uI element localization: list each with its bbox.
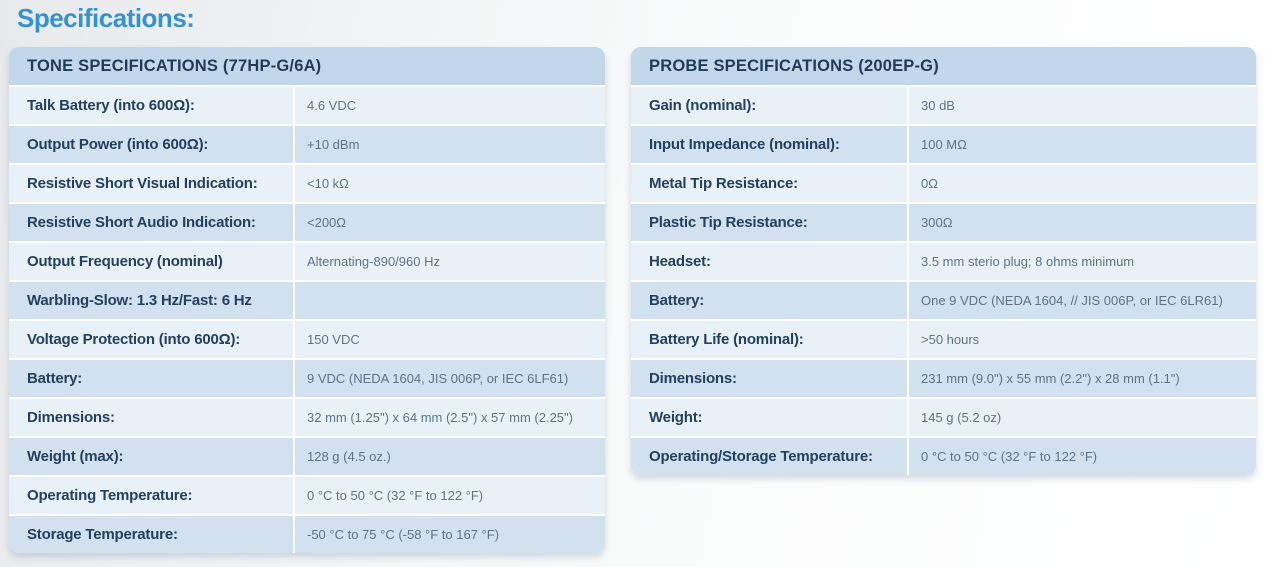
tone-table-header: TONE SPECIFICATIONS (77HP-G/6A)	[9, 47, 605, 85]
spec-value: -50 °C to 75 °C (-58 °F to 167 °F)	[293, 516, 605, 553]
spec-label: Voltage Protection (into 600Ω):	[27, 331, 241, 348]
spec-label: Headset:	[649, 253, 711, 270]
spec-value: 150 VDC	[293, 321, 605, 358]
spec-row: Voltage Protection (into 600Ω): 150 VDC	[9, 319, 605, 358]
spec-row: Weight: 145 g (5.2 oz)	[631, 397, 1256, 436]
spec-label: Weight:	[649, 409, 703, 426]
spec-value: 32 mm (1.25") x 64 mm (2.5") x 57 mm (2.…	[293, 399, 605, 436]
spec-value: 145 g (5.2 oz)	[907, 399, 1256, 436]
spec-label: Plastic Tip Resistance:	[649, 214, 808, 231]
spec-row: Resistive Short Audio Indication: <200Ω	[9, 202, 605, 241]
spec-row: Operating/Storage Temperature: 0 °C to 50…	[631, 436, 1256, 475]
spec-label: Battery:	[27, 370, 83, 387]
spec-label: Output Frequency (nominal)	[27, 253, 223, 270]
spec-value	[293, 282, 605, 319]
spec-label: Output Power (into 600Ω):	[27, 136, 209, 153]
spec-label: Operating Temperature:	[27, 487, 193, 504]
spec-label: Warbling-Slow: 1.3 Hz/Fast: 6 Hz	[27, 292, 252, 309]
tone-specifications-table: TONE SPECIFICATIONS (77HP-G/6A) Talk Bat…	[9, 47, 605, 553]
spec-value: 30 dB	[907, 87, 1256, 124]
spec-value: +10 dBm	[293, 126, 605, 163]
spec-value: 4.6 VDC	[293, 87, 605, 124]
spec-value: <10 kΩ	[293, 165, 605, 202]
spec-label: Dimensions:	[649, 370, 737, 387]
spec-row: Gain (nominal): 30 dB	[631, 85, 1256, 124]
spec-label: Talk Battery (into 600Ω):	[27, 97, 195, 114]
spec-row: Resistive Short Visual Indication: <10 kΩ	[9, 163, 605, 202]
spec-row: Talk Battery (into 600Ω): 4.6 VDC	[9, 85, 605, 124]
spec-label: Weight (max):	[27, 448, 124, 465]
page-title: Specifications:	[17, 3, 195, 33]
spec-value: <200Ω	[293, 204, 605, 241]
spec-label: Input Impedance (nominal):	[649, 136, 840, 153]
probe-table-rows: Gain (nominal): 30 dB Input Impedance (nom…	[631, 85, 1256, 475]
spec-row: Storage Temperature: -50 °C to 75 °C (-58…	[9, 514, 605, 553]
spec-row: Battery: One 9 VDC (NEDA 1604, // JIS 006…	[631, 280, 1256, 319]
spec-value: 100 MΩ	[907, 126, 1256, 163]
spec-row: Operating Temperature: 0 °C to 50 °C (32 …	[9, 475, 605, 514]
spec-row: Dimensions: 32 mm (1.25") x 64 mm (2.5") …	[9, 397, 605, 436]
spec-value: 0Ω	[907, 165, 1256, 202]
spec-row: Output Frequency (nominal) Alternating-89…	[9, 241, 605, 280]
spec-value: 0 °C to 50 °C (32 °F to 122 °F)	[293, 477, 605, 514]
spec-row: Dimensions: 231 mm (9.0") x 55 mm (2.2") …	[631, 358, 1256, 397]
spec-label: Resistive Short Visual Indication:	[27, 175, 258, 192]
spec-row: Battery: 9 VDC (NEDA 1604, JIS 006P, or I…	[9, 358, 605, 397]
spec-label: Battery:	[649, 292, 705, 309]
spec-row: Metal Tip Resistance: 0Ω	[631, 163, 1256, 202]
spec-row: Headset: 3.5 mm sterio plug; 8 ohms minim…	[631, 241, 1256, 280]
spec-label: Operating/Storage Temperature:	[649, 448, 873, 465]
spec-row: Warbling-Slow: 1.3 Hz/Fast: 6 Hz	[9, 280, 605, 319]
spec-value: 9 VDC (NEDA 1604, JIS 006P, or IEC 6LF61…	[293, 360, 605, 397]
spec-row: Battery Life (nominal): >50 hours	[631, 319, 1256, 358]
spec-label: Dimensions:	[27, 409, 115, 426]
spec-row: Plastic Tip Resistance: 300Ω	[631, 202, 1256, 241]
spec-value: Alternating-890/960 Hz	[293, 243, 605, 280]
spec-label: Resistive Short Audio Indication:	[27, 214, 256, 231]
spec-row: Input Impedance (nominal): 100 MΩ	[631, 124, 1256, 163]
spec-row: Output Power (into 600Ω): +10 dBm	[9, 124, 605, 163]
spec-value: One 9 VDC (NEDA 1604, // JIS 006P, or IE…	[907, 282, 1256, 319]
spec-label: Storage Temperature:	[27, 526, 178, 543]
spec-row: Weight (max): 128 g (4.5 oz.)	[9, 436, 605, 475]
spec-value: 231 mm (9.0") x 55 mm (2.2") x 28 mm (1.…	[907, 360, 1256, 397]
probe-specifications-table: PROBE SPECIFICATIONS (200EP-G) Gain (nom…	[631, 47, 1256, 475]
spec-label: Metal Tip Resistance:	[649, 175, 798, 192]
spec-value: 0 °C to 50 °C (32 °F to 122 °F)	[907, 438, 1256, 475]
spec-value: >50 hours	[907, 321, 1256, 358]
spec-value: 3.5 mm sterio plug; 8 ohms minimum	[907, 243, 1256, 280]
spec-label: Battery Life (nominal):	[649, 331, 804, 348]
spec-value: 128 g (4.5 oz.)	[293, 438, 605, 475]
spec-label: Gain (nominal):	[649, 97, 756, 114]
tone-table-rows: Talk Battery (into 600Ω): 4.6 VDC Output P…	[9, 85, 605, 553]
probe-table-header: PROBE SPECIFICATIONS (200EP-G)	[631, 47, 1256, 85]
spec-value: 300Ω	[907, 204, 1256, 241]
